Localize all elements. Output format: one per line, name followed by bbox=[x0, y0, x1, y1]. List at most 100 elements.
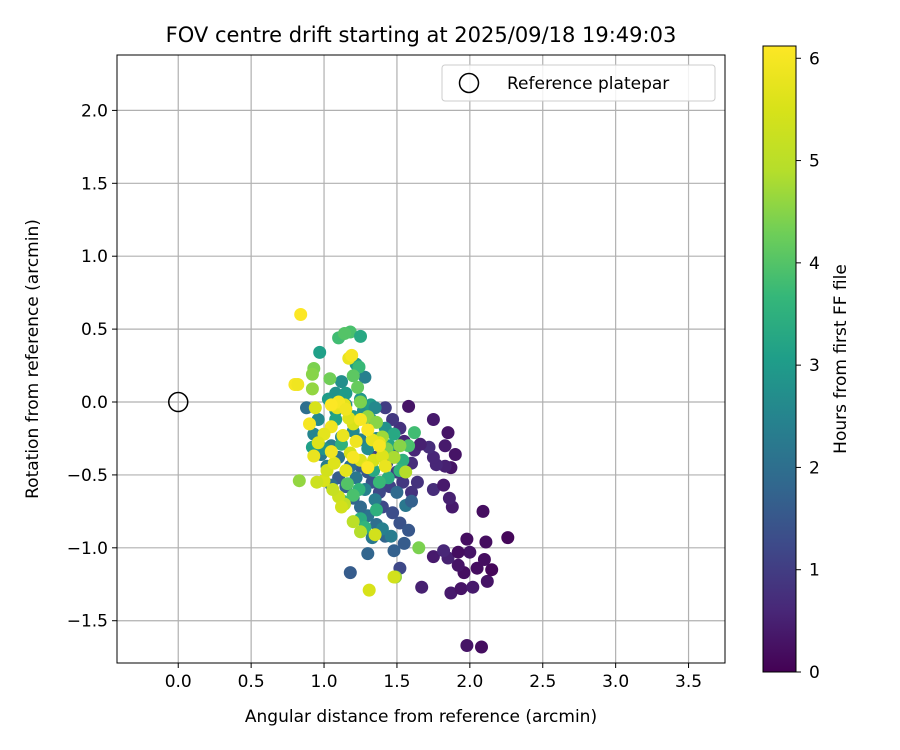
data-point bbox=[413, 437, 427, 451]
y-axis-label: Rotation from reference (arcmin) bbox=[23, 219, 43, 499]
legend: Reference platepar bbox=[441, 64, 716, 102]
data-point bbox=[336, 429, 350, 442]
data-point bbox=[345, 348, 359, 362]
data-point bbox=[460, 639, 474, 652]
data-point bbox=[305, 382, 319, 396]
data-point bbox=[339, 402, 353, 416]
data-point bbox=[437, 478, 451, 492]
y-tick-label: −0.5 bbox=[67, 466, 108, 486]
data-point bbox=[358, 370, 372, 384]
data-point bbox=[346, 450, 360, 464]
data-point bbox=[393, 439, 407, 453]
data-point bbox=[294, 308, 308, 321]
x-tick-label: 1.5 bbox=[383, 672, 410, 692]
y-tick-label: −1.5 bbox=[67, 612, 108, 632]
data-point bbox=[476, 504, 490, 518]
data-point bbox=[437, 544, 451, 558]
data-point bbox=[387, 450, 401, 464]
data-point bbox=[451, 545, 465, 559]
data-point bbox=[399, 465, 413, 479]
data-point bbox=[407, 426, 421, 440]
data-point bbox=[368, 493, 382, 507]
data-point bbox=[448, 448, 462, 461]
data-point bbox=[444, 586, 458, 600]
y-tick-label: 1.0 bbox=[81, 247, 108, 267]
data-point bbox=[335, 500, 348, 514]
data-point bbox=[480, 574, 494, 588]
data-point bbox=[303, 417, 316, 431]
data-point bbox=[386, 413, 400, 426]
data-point bbox=[378, 459, 392, 473]
data-point bbox=[451, 558, 465, 572]
legend-marker-icon bbox=[458, 72, 480, 94]
data-point bbox=[349, 434, 363, 448]
y-tick-label: −1.0 bbox=[67, 539, 108, 559]
data-point bbox=[479, 535, 493, 549]
data-point bbox=[390, 485, 404, 499]
data-point bbox=[361, 461, 375, 475]
x-tick-label: 3.0 bbox=[602, 672, 629, 692]
data-point bbox=[477, 553, 491, 566]
colorbar-tick-label: 5 bbox=[809, 152, 820, 172]
y-tick-label: 0.5 bbox=[81, 320, 108, 340]
y-tick-label: 2.0 bbox=[81, 101, 108, 121]
colorbar-tick-label: 3 bbox=[809, 356, 820, 376]
data-point bbox=[324, 398, 338, 412]
y-tick-label: 1.5 bbox=[81, 174, 108, 194]
data-point bbox=[460, 532, 474, 546]
data-point bbox=[346, 369, 360, 383]
colorbar-tick-label: 4 bbox=[809, 254, 820, 274]
data-point bbox=[402, 399, 416, 413]
data-point bbox=[412, 541, 426, 555]
data-point bbox=[323, 372, 337, 386]
data-point bbox=[387, 544, 401, 558]
colorbar-tick-label: 1 bbox=[809, 561, 820, 581]
data-point bbox=[384, 529, 398, 543]
data-point bbox=[426, 413, 440, 426]
data-point bbox=[361, 547, 375, 561]
data-point bbox=[354, 525, 367, 539]
colorbar-tick-label: 0 bbox=[809, 663, 820, 683]
data-point bbox=[426, 483, 440, 496]
data-point bbox=[470, 561, 484, 575]
x-axis-label: Angular distance from reference (arcmin) bbox=[245, 707, 597, 727]
data-point bbox=[305, 367, 319, 381]
x-tick-label: 0.0 bbox=[165, 672, 192, 692]
data-point bbox=[343, 566, 357, 580]
data-point bbox=[339, 464, 353, 477]
data-point bbox=[362, 583, 376, 597]
data-point bbox=[370, 503, 383, 517]
data-point bbox=[387, 427, 401, 441]
x-tick-label: 1.0 bbox=[311, 672, 338, 692]
x-tick-label: 0.5 bbox=[238, 672, 265, 692]
data-point bbox=[386, 506, 400, 520]
data-point bbox=[368, 528, 382, 542]
colorbar-ticks: 0 1 2 3 4 5 6 bbox=[796, 49, 820, 683]
data-point bbox=[463, 545, 477, 559]
data-point bbox=[351, 380, 365, 394]
data-point bbox=[441, 426, 455, 440]
data-point bbox=[375, 449, 389, 463]
data-point bbox=[396, 475, 410, 489]
data-point bbox=[335, 375, 348, 389]
data-point bbox=[338, 327, 351, 340]
data-point bbox=[485, 563, 499, 577]
y-axis-ticks: 2.0 1.5 1.0 0.5 0.0 −0.5 −1.0 −1.5 bbox=[67, 101, 117, 632]
data-point bbox=[361, 423, 375, 437]
data-point bbox=[405, 494, 418, 508]
colorbar-tick-label: 2 bbox=[809, 458, 820, 478]
data-point bbox=[442, 491, 456, 505]
x-tick-label: 2.0 bbox=[456, 672, 483, 692]
data-point bbox=[327, 456, 341, 470]
x-tick-label: 2.5 bbox=[529, 672, 556, 692]
data-point bbox=[368, 401, 382, 415]
data-point bbox=[340, 477, 354, 491]
data-point bbox=[410, 475, 424, 489]
data-point bbox=[387, 570, 401, 584]
reference-marker-group bbox=[167, 391, 189, 413]
legend-box bbox=[441, 64, 716, 102]
colorbar-tick-label: 6 bbox=[809, 49, 820, 69]
data-points bbox=[288, 308, 515, 654]
